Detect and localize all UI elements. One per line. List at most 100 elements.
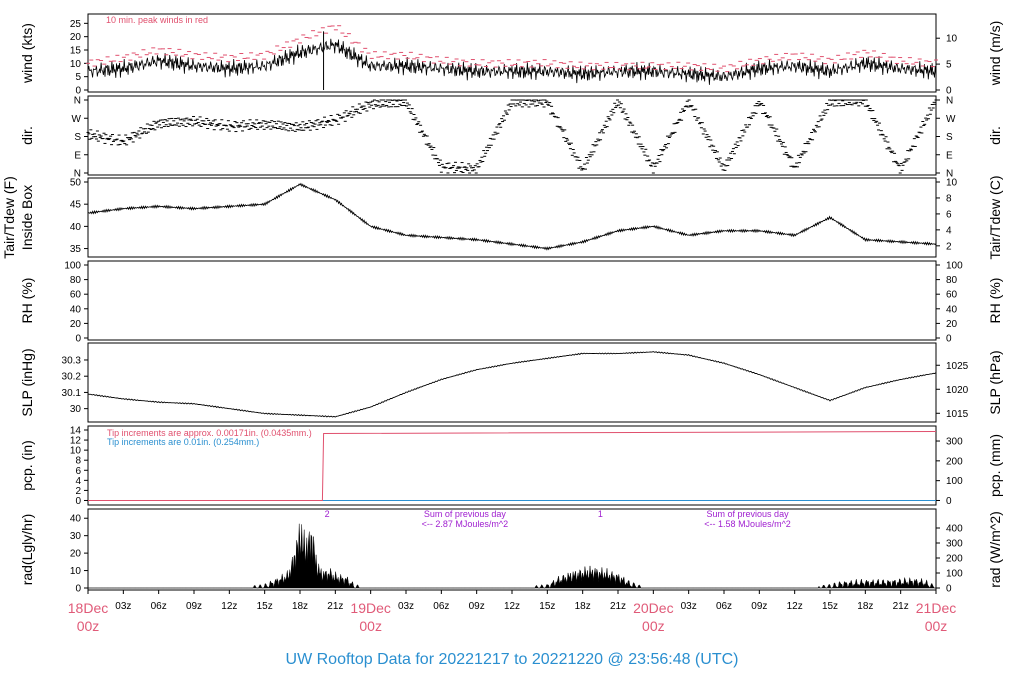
y2-tick-label: 200 xyxy=(946,554,963,565)
y-tick-label: 0 xyxy=(75,584,81,595)
y-axis-title: Tair/Tdew (F) xyxy=(1,176,17,258)
x-tick-label: 06z xyxy=(716,601,732,612)
y-axis-title: pcp. (in) xyxy=(19,440,35,491)
panel-frame-rad xyxy=(87,508,937,591)
radiation-annotation: 1 xyxy=(598,509,603,519)
precip-note-red: Tip increments are approx. 0.00171in. (0… xyxy=(107,428,312,438)
y2-tick-label: 1020 xyxy=(946,385,969,396)
y2-tick-label: 8 xyxy=(946,193,952,204)
y2-axis-title: Tair/Tdew (C) xyxy=(987,175,1003,259)
x-tick-label: 15z xyxy=(822,601,838,612)
panel-temp: 35 40 45 50 2 4 6 8 10 Tair/Tdew (F) Inside Box Tai… xyxy=(1,175,1003,259)
radiation-annotation: Sum of previous day xyxy=(707,509,790,519)
y-tick-label: E xyxy=(74,150,81,161)
y-tick-label: 30.2 xyxy=(62,372,82,383)
x-tick-label: 06z xyxy=(151,601,167,612)
y-tick-label: W xyxy=(72,114,82,125)
y-tick-label: 80 xyxy=(70,275,82,286)
x-day-label: 18Dec xyxy=(68,600,108,616)
y2-axis-title: rad (W/m^2) xyxy=(987,511,1003,588)
y2-tick-label: 0 xyxy=(946,334,952,345)
y-tick-label: 30.3 xyxy=(62,355,82,366)
y2-tick-label: E xyxy=(946,150,953,161)
y-tick-label: 0 xyxy=(75,86,81,97)
x-tick-label: 03z xyxy=(398,601,414,612)
x-tick-label: 21z xyxy=(327,601,343,612)
y2-tick-label: W xyxy=(946,114,956,125)
y2-axis-title: SLP (hPa) xyxy=(987,350,1003,414)
y-tick-label: 20 xyxy=(70,319,82,330)
y2-tick-label: 100 xyxy=(946,261,963,272)
y2-tick-label: 400 xyxy=(946,524,963,535)
y-axis-title: SLP (inHg) xyxy=(19,348,35,416)
pressure-line xyxy=(87,351,937,418)
y-tick-label: 35 xyxy=(70,244,82,255)
x-axis: 03z 06z 09z 12z 15z 18z 21z 03z 06z 09z 12z 15z 18z 2… xyxy=(68,590,956,634)
radiation-annotation-sum: <-- 1.58 MJoules/m^2 xyxy=(704,519,791,529)
x-tick-label: 12z xyxy=(787,601,803,612)
y-axis-title: RH (%) xyxy=(19,278,35,324)
y-tick-label: 60 xyxy=(70,290,82,301)
y-tick-label: 8 xyxy=(75,456,81,467)
y-tick-label: 30 xyxy=(70,404,82,415)
chart-title: UW Rooftop Data for 20221217 to 20221220… xyxy=(286,651,739,668)
panel-frame-wind xyxy=(87,13,937,93)
x-tick-label: 06z xyxy=(433,601,449,612)
y-axis-title-2: Inside Box xyxy=(19,185,35,250)
y2-tick-label: 100 xyxy=(946,569,963,580)
y-tick-label: 6 xyxy=(75,466,81,477)
y-tick-label: 5 xyxy=(75,72,81,83)
x-tick-label: 21z xyxy=(610,601,626,612)
panel-frame-temp xyxy=(87,177,937,258)
panel-frame-slp xyxy=(87,342,937,423)
radiation-annotation-sum: <-- 2.87 MJoules/m^2 xyxy=(422,519,509,529)
y-tick-label: 45 xyxy=(70,200,82,211)
x-tick-label: 12z xyxy=(221,601,237,612)
radiation-area xyxy=(88,523,936,589)
y2-tick-label: S xyxy=(946,132,953,143)
y2-axis-title: RH (%) xyxy=(987,278,1003,324)
y2-tick-label: 1015 xyxy=(946,409,969,420)
y-tick-label: 10 xyxy=(70,446,82,457)
radiation-annotation: Sum of previous day xyxy=(424,509,507,519)
y-tick-label: 40 xyxy=(70,514,82,525)
y2-tick-label: 1025 xyxy=(946,361,969,372)
x-tick-label: 15z xyxy=(257,601,273,612)
y-tick-label: 15 xyxy=(70,46,82,57)
y2-tick-label: 200 xyxy=(946,456,963,467)
y2-tick-label: 0 xyxy=(946,496,952,507)
x-day-label-hour: 00z xyxy=(359,618,382,634)
y-tick-label: 30 xyxy=(70,531,82,542)
y2-axis-title: dir. xyxy=(987,126,1003,145)
y2-tick-label: 0 xyxy=(946,86,952,97)
x-tick-label: 03z xyxy=(115,601,131,612)
y-tick-label: 12 xyxy=(70,436,82,447)
precip-note-blue: Tip increments are 0.01in. (0.254mm.) xyxy=(107,437,259,447)
y-tick-label: 0 xyxy=(75,496,81,507)
y-axis-title: rad(Lgly/hr) xyxy=(19,514,35,586)
y2-tick-label: 0 xyxy=(946,584,952,595)
x-tick-label: 21z xyxy=(893,601,909,612)
x-tick-label: 15z xyxy=(539,601,555,612)
y-axis-title: wind (kts) xyxy=(19,23,35,84)
y2-tick-label: 100 xyxy=(946,476,963,487)
y2-tick-label: 60 xyxy=(946,290,958,301)
x-day-label-hour: 00z xyxy=(77,618,100,634)
x-tick-label: 09z xyxy=(751,601,767,612)
y2-axis-title: wind (m/s) xyxy=(987,21,1003,87)
y-tick-label: 40 xyxy=(70,304,82,315)
y-tick-label: S xyxy=(74,132,81,143)
x-day-label-hour: 00z xyxy=(642,618,665,634)
y2-tick-label: 2 xyxy=(946,241,952,252)
y2-tick-label: 40 xyxy=(946,304,958,315)
x-tick-label: 18z xyxy=(575,601,591,612)
y2-tick-label: 300 xyxy=(946,437,963,448)
radiation-annotation: 2 xyxy=(325,509,330,519)
y-tick-label: 25 xyxy=(70,19,82,30)
x-tick-label: 12z xyxy=(504,601,520,612)
x-tick-label: 18z xyxy=(857,601,873,612)
panel-slp: 30 30.1 30.2 30.3 1015 1020 1025 SLP (inHg) SLP … xyxy=(19,342,1003,423)
